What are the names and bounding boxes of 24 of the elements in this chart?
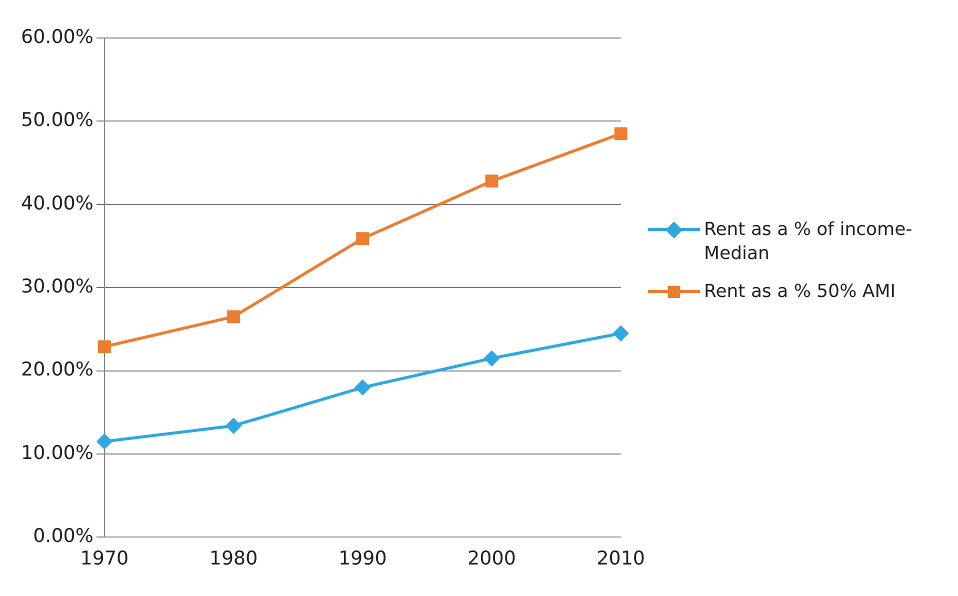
y-tick-label: 50.00% xyxy=(20,109,94,132)
point xyxy=(485,174,498,188)
y-tick-label: 0.00% xyxy=(33,525,94,548)
x-tick-label: 1980 xyxy=(209,548,258,570)
point xyxy=(96,434,112,450)
point xyxy=(355,380,370,395)
legend-label: Rent as a % of income-Median xyxy=(704,218,914,266)
y-tick-label: 30.00% xyxy=(20,276,94,298)
point xyxy=(226,418,242,434)
y-tick-label: 10.00% xyxy=(20,442,94,464)
y-tick-label: 20.00% xyxy=(20,358,94,381)
x-tick-label: 1990 xyxy=(338,548,387,570)
x-tick-label: 2010 xyxy=(596,548,646,570)
point xyxy=(356,232,370,245)
point xyxy=(614,127,628,140)
y-tick-label: 40.00% xyxy=(20,192,94,214)
point xyxy=(484,350,500,366)
y-tick-label: 60.00% xyxy=(20,26,94,48)
legend-label: Rent as a % 50% AMI xyxy=(704,280,896,304)
x-tick-label: 2000 xyxy=(468,548,516,570)
point xyxy=(98,340,111,354)
point xyxy=(613,326,628,341)
x-tick-label: 1970 xyxy=(80,548,129,570)
point xyxy=(227,310,240,324)
